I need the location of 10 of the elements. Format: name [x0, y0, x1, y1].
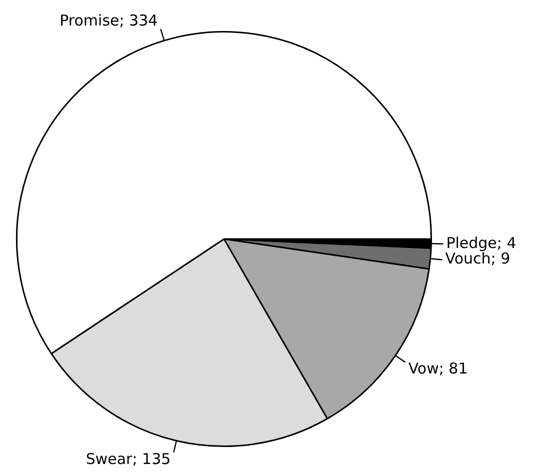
- data-label: ; 334: [119, 11, 158, 30]
- slice-label: Vouch: [445, 250, 491, 268]
- slice-label: Pledge: [446, 234, 497, 252]
- slice-label: Vow: [408, 360, 439, 378]
- slice-label: Promise: [60, 11, 120, 30]
- data-label: ; 9: [490, 250, 510, 268]
- slice-label: Swear: [86, 450, 134, 468]
- data-label: ; 4: [496, 234, 516, 252]
- data-label: ; 135: [132, 450, 171, 468]
- data-label: ; 81: [438, 360, 468, 378]
